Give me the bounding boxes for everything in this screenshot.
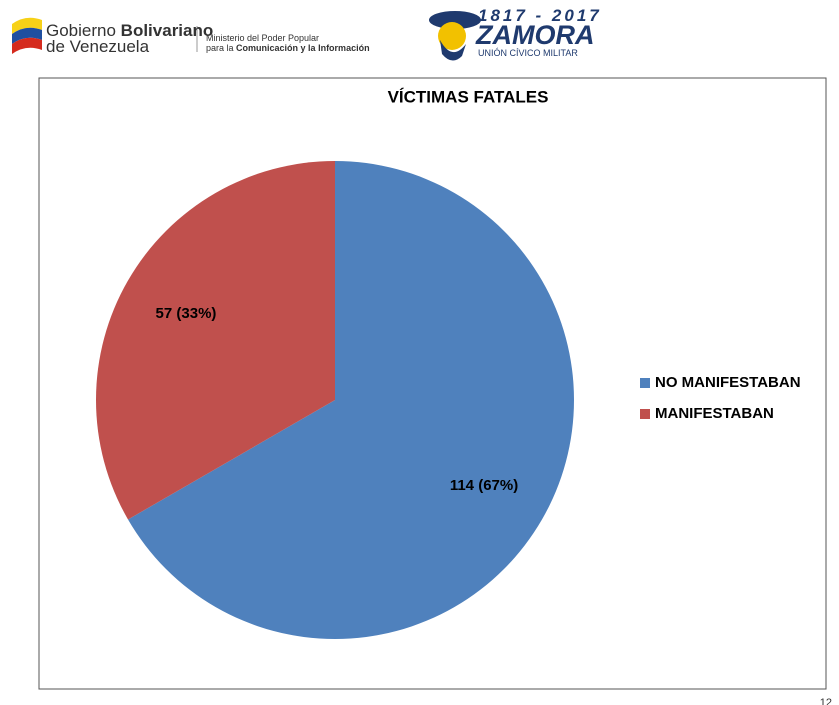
page-number: 12	[820, 697, 832, 705]
flag-logo	[12, 17, 42, 54]
ministry-line1: Ministerio del Poder Popular	[206, 33, 320, 43]
legend-label: MANIFESTABAN	[655, 405, 774, 422]
zamora: ZAMORA	[476, 20, 595, 50]
union: UNIÓN CÍVICO MILITAR	[478, 48, 578, 58]
ministry-line2: para la Comunicación y la Información	[206, 43, 370, 53]
legend-swatch	[640, 409, 650, 419]
gov-line1: Gobierno Bolivariano	[46, 22, 213, 39]
gov-text-bold: Bolivariano	[120, 21, 214, 40]
legend-swatch	[640, 378, 650, 388]
legend-label: NO MANIFESTABAN	[655, 374, 801, 391]
gov-text: Gobierno	[46, 21, 116, 40]
gov-line2: de Venezuela	[46, 37, 150, 56]
pie-slice	[96, 161, 336, 520]
data-label: 57 (33%)	[156, 305, 217, 322]
data-label: 114 (67%)	[450, 477, 518, 494]
ministry-text-bold: Comunicación y la Información	[236, 43, 370, 53]
chart-title: VÍCTIMAS FATALES	[388, 87, 549, 106]
pie-slice	[128, 161, 574, 639]
zamora-emblem	[429, 11, 481, 61]
ministry-text: para la	[206, 43, 234, 53]
years: 1817 - 2017	[478, 6, 602, 25]
